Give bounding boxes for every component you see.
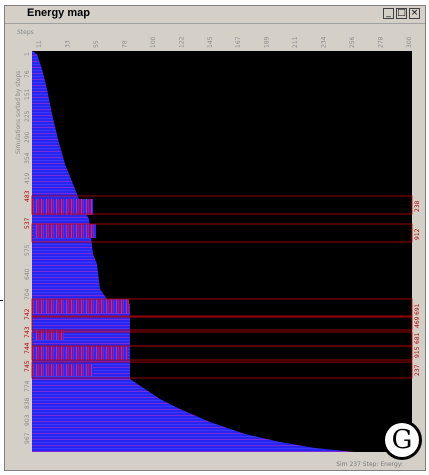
g-logo: G (382, 420, 422, 460)
x-tick-label: 100 (150, 36, 157, 48)
x-tick-label: 211 (292, 36, 299, 48)
y-tick-label: 838 (24, 397, 31, 409)
y-tick-label: 967 (24, 432, 31, 444)
highlight-box (31, 195, 413, 215)
y-tick-label: 354 (24, 152, 31, 164)
x-tick-label: 11 (36, 40, 43, 48)
g-logo-letter: G (385, 423, 419, 457)
highlight-box (31, 361, 413, 379)
y-tick-label-highlight: 742 (24, 308, 31, 320)
x-tick-label: 189 (264, 36, 271, 48)
hotspot-streak (33, 199, 93, 215)
maximize-icon: □ (397, 8, 406, 18)
highlight-right-label: 469 (414, 316, 421, 328)
y-tick-label: 704 (24, 288, 31, 300)
highlight-box (31, 315, 413, 331)
y-tick-label-highlight: 537 (24, 217, 31, 229)
side-marker (0, 300, 3, 301)
y-tick-label: 1 (24, 52, 31, 56)
highlight-box (31, 223, 413, 243)
energy-hotspots (33, 199, 129, 376)
x-tick-label: 33 (64, 40, 71, 48)
highlight-box (31, 345, 413, 361)
y-tick-label: 575 (24, 244, 31, 256)
energy-map-window: Energy map _ □ × (4, 5, 426, 471)
hotspot-streak (33, 364, 93, 376)
y-tick-label: 903 (24, 414, 31, 426)
minimize-icon: _ (386, 8, 391, 18)
y-tick-label-highlight: 745 (24, 360, 31, 372)
y-tick-label: 225 (24, 110, 31, 122)
status-readout: Sim 237 Step: Energy: (336, 461, 403, 468)
x-tick-label: 234 (321, 36, 328, 48)
y-tick-label: 774 (24, 380, 31, 392)
x-tick-label: 78 (121, 40, 128, 48)
y-tick-label: 76 (24, 70, 31, 78)
y-tick-label: 151 (24, 88, 31, 100)
hotspot-streak (33, 299, 129, 313)
x-tick-label: 278 (378, 36, 385, 48)
highlight-right-label: 915 (414, 346, 421, 358)
highlight-right-label: 912 (414, 228, 421, 240)
close-icon: × (410, 8, 419, 18)
maximize-button[interactable]: □ (396, 8, 407, 19)
x-tick-label: 300 (406, 36, 413, 48)
left-axis-title: Simulations sorted by steps (15, 71, 22, 154)
close-button[interactable]: × (409, 8, 420, 19)
title-bar[interactable]: Energy map _ □ × (5, 6, 425, 24)
y-tick-labels: 1 76 151 225 290 354 419 483 537 575 640 704 742 743 7… (24, 52, 31, 444)
hotspot-streak (33, 346, 128, 360)
y-tick-label-highlight: 743 (24, 326, 31, 338)
hotspot-streak (34, 224, 96, 238)
highlight-box (31, 298, 413, 318)
y-tick-label: 640 (24, 268, 31, 280)
y-tick-label: 290 (24, 131, 31, 143)
energy-map-chart[interactable]: Steps 11 33 55 78 100 122 145 167 189 211 234 256 27… (5, 24, 425, 470)
x-tick-labels: 11 33 55 78 100 122 145 167 189 211 234 256 278 300 (36, 36, 413, 48)
x-tick-label: 145 (207, 36, 214, 48)
y-tick-label-highlight: 483 (24, 190, 31, 202)
x-tick-label: 55 (93, 40, 100, 48)
x-tick-label: 122 (178, 36, 185, 48)
minimize-button[interactable]: _ (383, 8, 394, 19)
window-title: Energy map (27, 7, 90, 19)
plot-area: Steps 11 33 55 78 100 122 145 167 189 211 234 256 27… (5, 24, 425, 470)
highlight-right-label: 681 (414, 332, 421, 344)
y-tick-label-highlight: 744 (24, 342, 31, 354)
x-tick-label: 256 (349, 36, 356, 48)
top-axis-title: Steps (17, 29, 34, 36)
hotspot-streak (34, 330, 64, 340)
highlight-right-label: 238 (414, 200, 421, 212)
highlight-right-label: 237 (414, 364, 421, 376)
highlight-right-label: 691 (414, 303, 421, 315)
y-tick-label: 419 (24, 172, 31, 184)
x-tick-label: 167 (235, 36, 242, 48)
